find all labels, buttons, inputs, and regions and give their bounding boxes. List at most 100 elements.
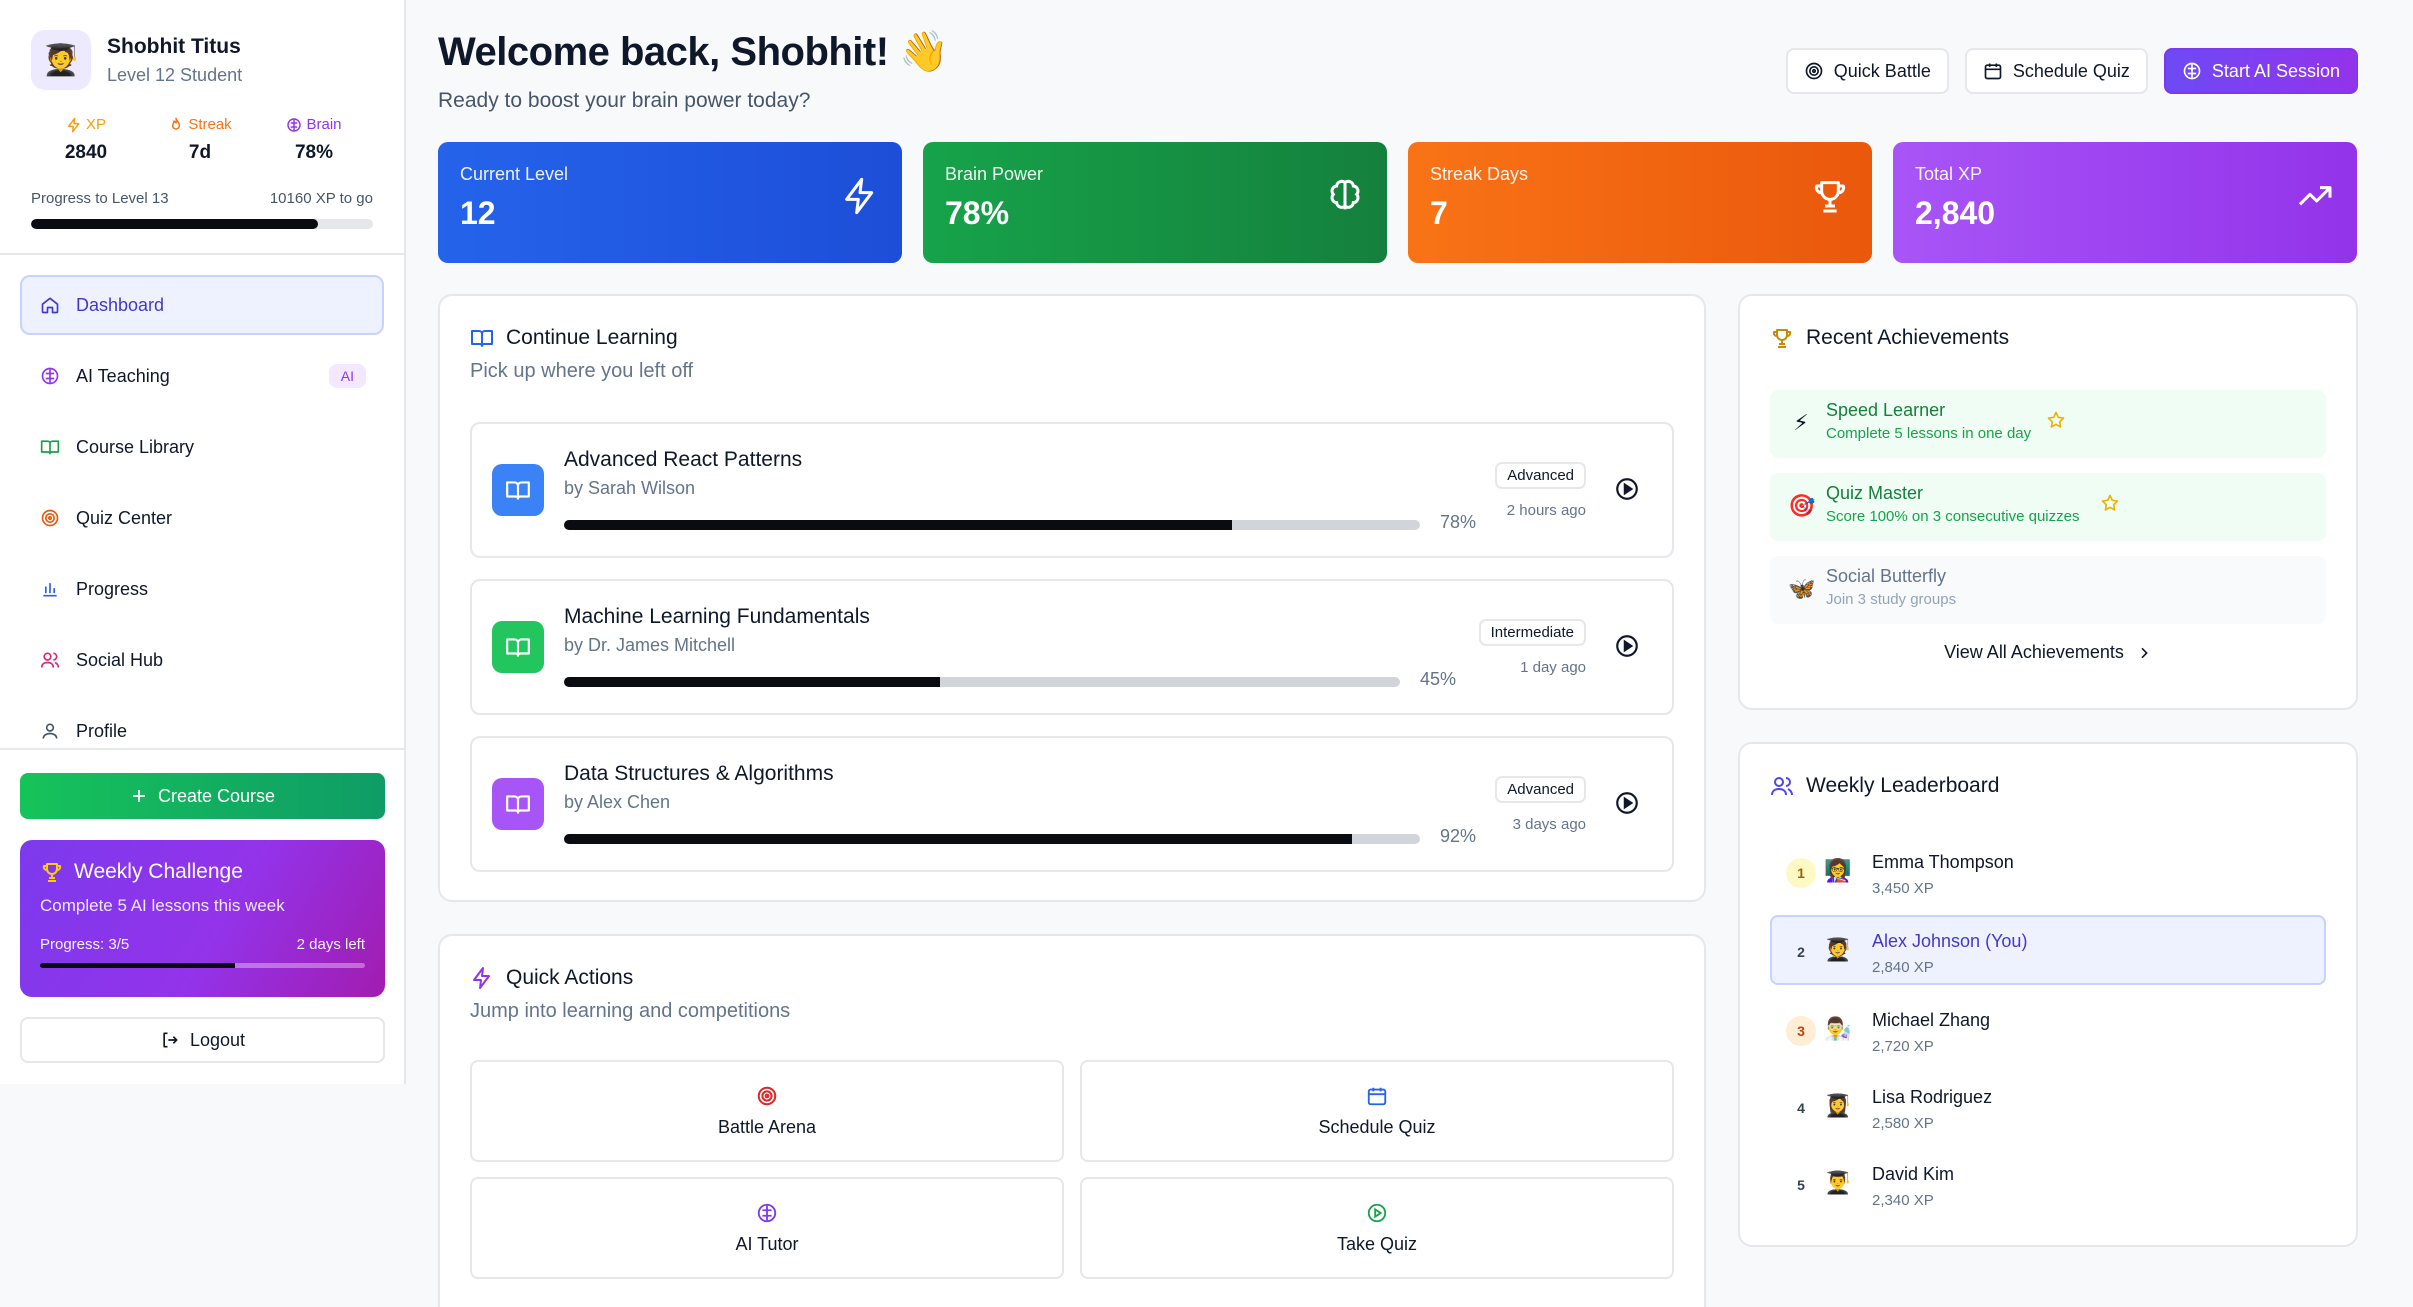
logout-label: Logout xyxy=(189,1029,246,1050)
play-icon[interactable] xyxy=(1614,790,1640,816)
book-icon xyxy=(470,326,494,350)
stat-card-streak-days: Streak Days 7 xyxy=(1408,142,1872,263)
sidebar-item-profile[interactable]: Profile xyxy=(20,701,384,748)
profile-level: Level 12 Student xyxy=(107,64,243,85)
challenge-days-left: 2 days left xyxy=(296,936,365,953)
sidebar-item-course-library[interactable]: Course Library xyxy=(20,417,384,477)
panel-title: Recent Achievements xyxy=(1806,326,2010,349)
sidebar-item-dashboard[interactable]: Dashboard xyxy=(20,275,384,335)
sidebar-item-label: Profile xyxy=(76,720,128,741)
course-progress-fill xyxy=(564,520,1232,530)
profile-card: 🧑‍🎓 Shobhit Titus Level 12 Student XP 28… xyxy=(0,0,404,255)
leaderboard-panel: Weekly Leaderboard 1 👩‍🏫 Emma Thompson 3… xyxy=(1738,742,2358,1247)
schedule-quiz-button[interactable]: Schedule Quiz xyxy=(1964,48,2148,94)
difficulty-badge: Advanced xyxy=(1495,462,1586,489)
view-all-label: View All Achievements xyxy=(1944,642,2124,662)
sidebar-nav: Dashboard AI Teaching AI Course Library … xyxy=(0,255,404,750)
course-progress-pct: 45% xyxy=(1420,669,1457,689)
panel-subtitle: Pick up where you left off xyxy=(470,360,694,382)
course-card[interactable]: Advanced React Patterns by Sarah Wilson … xyxy=(470,422,1674,558)
difficulty-badge: Advanced xyxy=(1495,776,1586,803)
page-header: Welcome back, Shobhit! 👋 Ready to boost … xyxy=(438,28,2358,118)
stat-brain-label: Brain xyxy=(306,116,342,133)
play-icon[interactable] xyxy=(1614,476,1640,502)
quick-action-label: Take Quiz xyxy=(1336,1233,1418,1254)
stat-xp-value: 2840 xyxy=(64,142,108,163)
rank-badge: 3 xyxy=(1786,1016,1816,1046)
continue-learning-panel: Continue Learning Pick up where you left… xyxy=(438,294,1706,902)
flame-icon xyxy=(168,117,184,133)
lightning-icon xyxy=(840,176,880,216)
quick-battle-label: Quick Battle xyxy=(1833,60,1931,81)
course-author: by Dr. James Mitchell xyxy=(564,635,736,655)
stat-xp-label: XP xyxy=(85,116,106,133)
avatar: 🧑‍🎓 xyxy=(1824,937,1852,962)
book-icon xyxy=(492,778,544,830)
star-icon xyxy=(2046,410,2066,430)
sidebar-item-label: Progress xyxy=(76,578,149,599)
calendar-icon xyxy=(1983,61,2003,81)
brain-icon xyxy=(1325,176,1365,216)
stat-card-total-xp: Total XP 2,840 xyxy=(1893,142,2357,263)
play-icon[interactable] xyxy=(1614,633,1640,659)
panel-title: Weekly Leaderboard xyxy=(1806,774,2000,797)
sidebar-item-progress[interactable]: Progress xyxy=(20,559,384,619)
logout-icon xyxy=(160,1030,180,1050)
difficulty-badge: Intermediate xyxy=(1478,619,1586,646)
sidebar-item-label: Social Hub xyxy=(76,649,164,670)
leaderboard-row: 1 👩‍🏫 Emma Thompson 3,450 XP xyxy=(1770,836,2326,906)
ai-tutor-button[interactable]: AI Tutor xyxy=(470,1177,1064,1279)
rank-badge: 5 xyxy=(1797,1177,1805,1193)
logout-button[interactable]: Logout xyxy=(20,1017,385,1063)
leaderboard-row: 4 👩‍🎓 Lisa Rodriguez 2,580 XP xyxy=(1770,1071,2326,1141)
take-quiz-button[interactable]: Take Quiz xyxy=(1080,1177,1674,1279)
trophy-icon xyxy=(40,860,64,884)
target-icon xyxy=(1804,61,1824,81)
lightning-icon xyxy=(470,966,494,990)
view-all-achievements-link[interactable]: View All Achievements xyxy=(1770,642,2326,663)
stat-card-value: 78% xyxy=(945,195,1010,231)
stat-card-value: 7 xyxy=(1430,195,1448,231)
avatar: 👨‍🔬 xyxy=(1824,1016,1852,1041)
course-card[interactable]: Data Structures & Algorithms by Alex Che… xyxy=(470,736,1674,872)
start-ai-session-button[interactable]: Start AI Session xyxy=(2163,48,2358,94)
sidebar-item-label: Quiz Center xyxy=(76,507,173,528)
quick-battle-button[interactable]: Quick Battle xyxy=(1785,48,1949,94)
leaderboard-xp: 2,840 XP xyxy=(1872,959,1934,976)
course-title: Advanced React Patterns xyxy=(564,448,803,471)
leaderboard-xp: 2,580 XP xyxy=(1872,1115,1934,1132)
profile-stats: XP 2840 Streak 7d Brain xyxy=(31,116,373,164)
achievement-description: Score 100% on 3 consecutive quizzes xyxy=(1826,508,2080,525)
bar-chart-icon xyxy=(38,577,62,601)
quick-action-label: AI Tutor xyxy=(735,1233,799,1254)
schedule-quiz-action-button[interactable]: Schedule Quiz xyxy=(1080,1060,1674,1162)
play-icon xyxy=(1366,1202,1388,1224)
leaderboard-name: Alex Johnson (You) xyxy=(1872,931,2028,951)
sidebar-item-ai-teaching[interactable]: AI Teaching AI xyxy=(20,346,384,406)
challenge-progress-fill xyxy=(40,963,235,968)
leaderboard-name: Emma Thompson xyxy=(1872,852,2014,872)
brain-icon xyxy=(38,364,62,388)
brain-icon xyxy=(286,117,302,133)
leaderboard-xp: 2,340 XP xyxy=(1872,1192,1934,1209)
stat-card-label: Streak Days xyxy=(1430,164,1529,184)
calendar-icon xyxy=(1366,1085,1388,1107)
level-progress-bar xyxy=(31,219,373,229)
create-course-button[interactable]: Create Course xyxy=(20,773,385,819)
user-icon xyxy=(38,719,62,743)
course-card[interactable]: Machine Learning Fundamentals by Dr. Jam… xyxy=(470,579,1674,715)
level-progress-label: Progress to Level 13 xyxy=(31,190,169,207)
sidebar-item-quiz-center[interactable]: Quiz Center xyxy=(20,488,384,548)
sidebar-item-label: AI Teaching xyxy=(76,365,170,386)
lightning-icon: ⚡ xyxy=(1793,410,1809,435)
sidebar-item-social-hub[interactable]: Social Hub xyxy=(20,630,384,690)
achievement-title: Speed Learner xyxy=(1826,400,1946,420)
star-icon xyxy=(2100,493,2120,513)
course-last-accessed: 1 day ago xyxy=(1520,659,1586,676)
course-author: by Alex Chen xyxy=(564,792,671,812)
butterfly-icon: 🦋 xyxy=(1788,576,1816,601)
create-course-label: Create Course xyxy=(157,785,276,806)
battle-arena-button[interactable]: Battle Arena xyxy=(470,1060,1064,1162)
sidebar: 🧑‍🎓 Shobhit Titus Level 12 Student XP 28… xyxy=(0,0,406,1084)
panel-title: Continue Learning xyxy=(506,326,678,349)
